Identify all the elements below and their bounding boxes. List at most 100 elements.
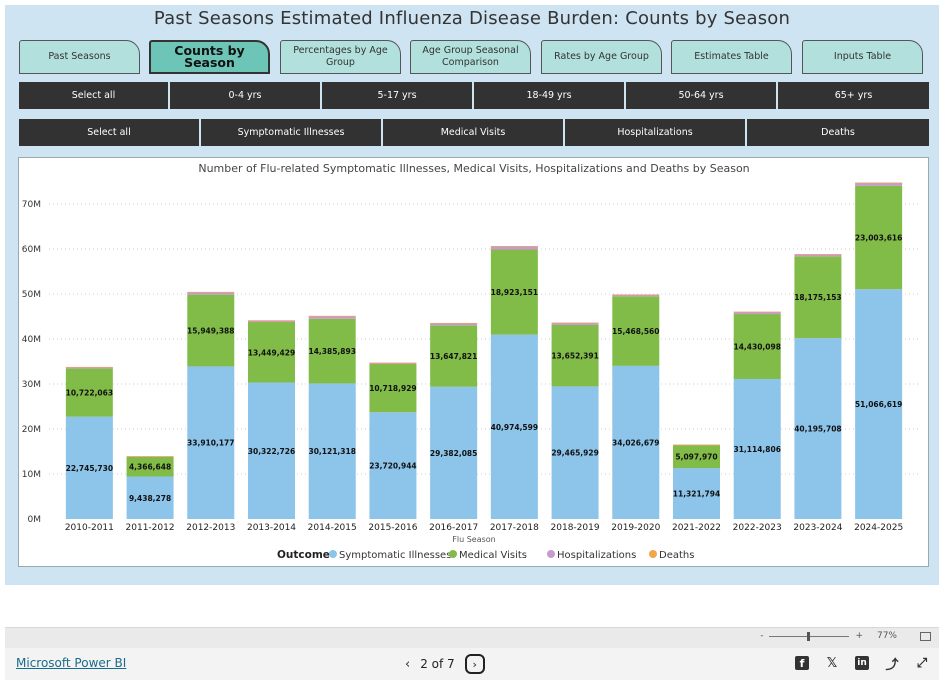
- y-tick-label: 40M: [22, 335, 41, 345]
- data-label: 10,722,063: [66, 389, 113, 398]
- data-label: 5,097,970: [675, 453, 717, 462]
- outcome-deaths-button[interactable]: Deaths: [747, 119, 929, 146]
- y-tick-label: 10M: [22, 470, 41, 480]
- bar-hospitalizations: [369, 362, 417, 365]
- x-tick-label: 2010-2011: [65, 523, 114, 533]
- zoom-in-button[interactable]: +: [855, 631, 863, 641]
- data-label: 15,468,560: [612, 327, 659, 336]
- x-tick-label: 2012-2013: [186, 523, 235, 533]
- bar-hospitalizations: [248, 320, 295, 323]
- x-axis-label: Flu Season: [452, 535, 495, 544]
- bar-medical-visits: [308, 318, 356, 384]
- zoom-level: 77%: [876, 631, 897, 641]
- outcome-select-all-button[interactable]: Select all: [19, 119, 201, 146]
- data-label: 10,718,929: [369, 384, 416, 393]
- data-label: 14,430,098: [733, 343, 780, 352]
- zoom-slider[interactable]: [769, 631, 850, 641]
- bar-symptomatic-illnesses: [65, 416, 113, 519]
- tab-rates-by-age-group[interactable]: Rates by Age Group: [541, 40, 662, 74]
- data-label: 30,322,726: [248, 447, 295, 456]
- bar-symptomatic-illnesses: [612, 365, 660, 519]
- data-label: 40,974,599: [491, 423, 538, 432]
- data-label: 13,647,821: [430, 352, 477, 361]
- legend-title: Outcome: [277, 549, 330, 561]
- bar-medical-visits: [490, 249, 538, 335]
- bar-symptomatic-illnesses: [490, 334, 538, 519]
- outcome-medical-visits-button[interactable]: Medical Visits: [383, 119, 565, 146]
- x-tick-label: 2019-2020: [611, 523, 660, 533]
- age-0-4-button[interactable]: 0-4 yrs: [170, 82, 322, 109]
- twitter-icon[interactable]: 𝕏: [826, 655, 838, 671]
- linkedin-icon[interactable]: in: [855, 656, 869, 670]
- powerbi-link[interactable]: Microsoft Power BI: [16, 656, 127, 670]
- share-icon[interactable]: ⤴: [885, 657, 899, 673]
- data-label: 14,385,893: [308, 347, 355, 356]
- bar-deaths: [187, 291, 235, 293]
- tab-past-seasons[interactable]: Past Seasons: [19, 40, 140, 74]
- facebook-icon[interactable]: f: [795, 656, 809, 670]
- data-label: 34,026,679: [612, 438, 659, 447]
- bar-medical-visits: [551, 324, 599, 387]
- legend-item: Medical Visits: [459, 550, 527, 561]
- legend-marker: [449, 550, 457, 558]
- bar-deaths: [673, 444, 720, 446]
- data-label: 31,114,806: [733, 445, 780, 454]
- tab-counts-by-season[interactable]: Counts by Season: [149, 40, 270, 74]
- age-65-plus-button[interactable]: 65+ yrs: [778, 82, 929, 109]
- bar-medical-visits: [733, 314, 781, 379]
- y-tick-label: 60M: [22, 245, 41, 255]
- outcome-hospitalizations-button[interactable]: Hospitalizations: [565, 119, 747, 146]
- age-5-17-button[interactable]: 5-17 yrs: [322, 82, 474, 109]
- tab-inputs-table[interactable]: Inputs Table: [802, 40, 923, 74]
- share-icons: f 𝕏 in ⤴ ⤢: [795, 655, 929, 673]
- age-18-49-button[interactable]: 18-49 yrs: [474, 82, 626, 109]
- data-label: 29,382,085: [430, 449, 477, 458]
- bar-deaths: [369, 362, 417, 364]
- bar-symptomatic-illnesses: [733, 378, 781, 519]
- tab-age-group-seasonal-comparison[interactable]: Age Group Seasonal Comparison: [410, 40, 531, 74]
- age-group-slicer: Select all 0-4 yrs 5-17 yrs 18-49 yrs 50…: [19, 82, 929, 109]
- page-navigator: ‹ 2 of 7 ›: [405, 653, 485, 675]
- bar-symptomatic-illnesses: [308, 383, 356, 519]
- tab-estimates-table[interactable]: Estimates Table: [671, 40, 792, 74]
- bar-hospitalizations: [187, 292, 235, 295]
- x-tick-label: 2014-2015: [308, 523, 357, 533]
- bar-deaths: [248, 320, 295, 321]
- data-label: 9,438,278: [129, 494, 171, 503]
- bottom-bar: Microsoft Power BI ‹ 2 of 7 › f 𝕏 in ⤴ ⤢: [5, 648, 939, 680]
- data-label: 4,366,648: [129, 463, 171, 472]
- bar-symptomatic-illnesses: [855, 289, 903, 519]
- x-tick-label: 2017-2018: [490, 523, 539, 533]
- age-50-64-button[interactable]: 50-64 yrs: [626, 82, 778, 109]
- data-label: 15,949,388: [187, 327, 234, 336]
- legend-item: Symptomatic Illnesses: [339, 550, 451, 561]
- x-tick-label: 2015-2016: [368, 523, 417, 533]
- bar-deaths: [612, 294, 660, 296]
- navigation-tabs: Past Seasons Counts by Season Percentage…: [19, 40, 929, 76]
- next-page-icon[interactable]: ›: [464, 654, 485, 674]
- tab-percentages-by-age-group[interactable]: Percentages by Age Group: [280, 40, 401, 74]
- data-label: 30,121,318: [308, 447, 355, 456]
- stacked-bar-chart: Number of Flu-related Symptomatic Illnes…: [22, 162, 919, 561]
- legend-marker: [547, 550, 555, 558]
- bar-symptomatic-illnesses: [126, 476, 174, 519]
- age-select-all-button[interactable]: Select all: [19, 82, 170, 109]
- bar-medical-visits: [369, 364, 417, 413]
- outcome-symptomatic-button[interactable]: Symptomatic Illnesses: [201, 119, 383, 146]
- bar-medical-visits: [187, 294, 235, 367]
- legend-item: Deaths: [659, 550, 694, 561]
- bar-hospitalizations: [430, 323, 478, 326]
- data-label: 22,745,730: [66, 464, 113, 473]
- previous-page-icon[interactable]: ‹: [405, 656, 411, 672]
- bar-medical-visits: [673, 445, 720, 469]
- zoom-out-button[interactable]: -: [760, 631, 764, 641]
- data-label: 11,321,794: [673, 490, 720, 499]
- data-label: 33,910,177: [187, 439, 234, 448]
- bar-hospitalizations: [308, 316, 356, 319]
- x-tick-label: 2016-2017: [429, 523, 478, 533]
- bar-symptomatic-illnesses: [187, 366, 235, 519]
- bar-medical-visits: [430, 325, 478, 387]
- fit-to-page-icon[interactable]: [920, 632, 931, 641]
- fullscreen-icon[interactable]: ⤢: [916, 655, 928, 671]
- zoom-slider-thumb[interactable]: [807, 631, 811, 641]
